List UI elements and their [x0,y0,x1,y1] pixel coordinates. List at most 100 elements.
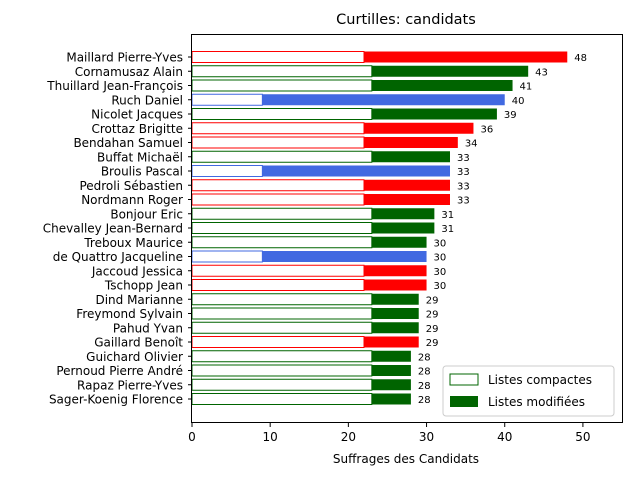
x-axis-label: Suffrages des Candidats [333,452,479,466]
value-label: 30 [434,238,447,249]
x-ticks-group: 0 10 20 30 40 50 [188,422,591,444]
y-tick-label: Ruch Daniel [111,93,183,107]
bar-modified [371,80,513,91]
value-label: 33 [457,181,470,192]
value-label: 30 [434,267,447,278]
value-label: 43 [535,67,548,78]
value-label: 30 [434,281,447,292]
y-tick-label: Dind Marianne [95,293,183,307]
y-tick-label: Cornamusaz Alain [75,65,183,79]
bar-modified [371,379,411,391]
bar-compact [191,65,373,78]
legend-box [442,365,615,417]
y-tick-label: Pahud Yvan [113,321,183,335]
bar-compact [191,136,365,149]
y-tick-label: Sager-Koenig Florence [49,393,183,407]
y-tick-label: Bendahan Samuel [73,136,183,150]
value-label: 28 [418,395,431,406]
x-tick-label: 20 [341,430,356,444]
bar-modified [371,308,419,319]
value-label: 28 [418,381,431,392]
bar-compact [191,250,263,263]
bar-modified [371,151,450,163]
value-label: 40 [512,96,525,107]
chart-title: Curtilles: candidats [336,12,476,28]
bar-modified [371,108,497,120]
value-label: 48 [574,53,587,64]
bar-compact [191,264,365,277]
bar-modified [371,208,435,220]
bar-modified [371,222,435,234]
value-label: 34 [465,139,478,150]
bars-group [191,51,568,405]
y-tick-label: Pedroli Sébastien [79,179,183,193]
value-label: 30 [434,253,447,264]
bar-modified [364,279,427,291]
x-tick-label: 0 [188,430,196,444]
bar-modified [371,236,427,248]
value-label: 29 [426,295,439,306]
y-tick-label: Jaccoud Jessica [91,264,183,278]
bar-compact [191,364,373,377]
bar-compact [191,336,365,348]
bar-compact [191,150,373,163]
value-label: 31 [441,224,454,235]
value-label: 28 [418,367,431,378]
bar-compact [191,321,373,334]
y-tick-label: de Quattro Jacqueline [53,250,183,264]
bar-compact [191,378,373,391]
bar-modified [262,165,450,177]
value-label: 39 [504,110,517,121]
value-label: 41 [520,82,533,93]
y-tick-label: Nicolet Jacques [91,108,183,122]
bar-modified [364,336,419,348]
y-tick-label: Broulis Pascal [101,165,183,179]
y-tick-label: Maillard Pierre-Yves [66,51,183,65]
bar-compact [191,236,373,249]
bar-compact [191,293,373,306]
x-tick-label: 50 [575,430,590,444]
y-tick-label: Tschopp Jean [104,279,183,293]
legend-swatch-compact [449,373,479,386]
y-tick-label: Crottaz Brigitte [91,122,183,136]
bar-modified [364,179,450,191]
value-label: 36 [480,124,493,135]
bar-modified [262,251,427,262]
bar-modified [364,122,474,134]
legend-swatch-modified [450,396,478,407]
value-label: 31 [441,210,454,221]
value-labels-group: 4843414039363433333333313130303030292929… [418,53,587,406]
bar-compact [191,122,365,135]
bar-compact [191,179,365,192]
legend-label-compact: Listes compactes [488,373,592,387]
y-tick-label: Nordmann Roger [81,193,183,207]
bar-modified [262,94,505,106]
y-tick-label: Gaillard Benoît [94,336,183,350]
y-tick-label: Thuillard Jean-François [46,79,183,93]
value-label: 29 [426,338,439,349]
value-label: 33 [457,153,470,164]
bar-modified [371,350,411,362]
bar-compact [191,307,373,320]
bar-compact [191,51,365,63]
bar-modified [371,293,419,305]
y-tick-label: Freymond Sylvain [76,307,183,321]
y-tick-label: Bonjour Eric [110,207,183,221]
y-tick-label: Treboux Maurice [83,236,183,250]
bar-modified [364,51,568,63]
bar-modified [364,137,458,148]
x-tick-label: 40 [497,430,512,444]
legend-label-modified: Listes modifiées [488,395,585,409]
bar-modified [371,322,419,334]
bar-compact [191,393,373,405]
legend: Listes compactes Listes modifiées [442,365,615,417]
bar-compact [191,207,373,220]
bar-modified [371,65,529,77]
value-label: 33 [457,167,470,178]
bar-compact [191,108,373,120]
y-tick-label: Guichard Olivier [86,350,183,364]
bar-compact [191,279,365,291]
value-label: 29 [426,324,439,335]
